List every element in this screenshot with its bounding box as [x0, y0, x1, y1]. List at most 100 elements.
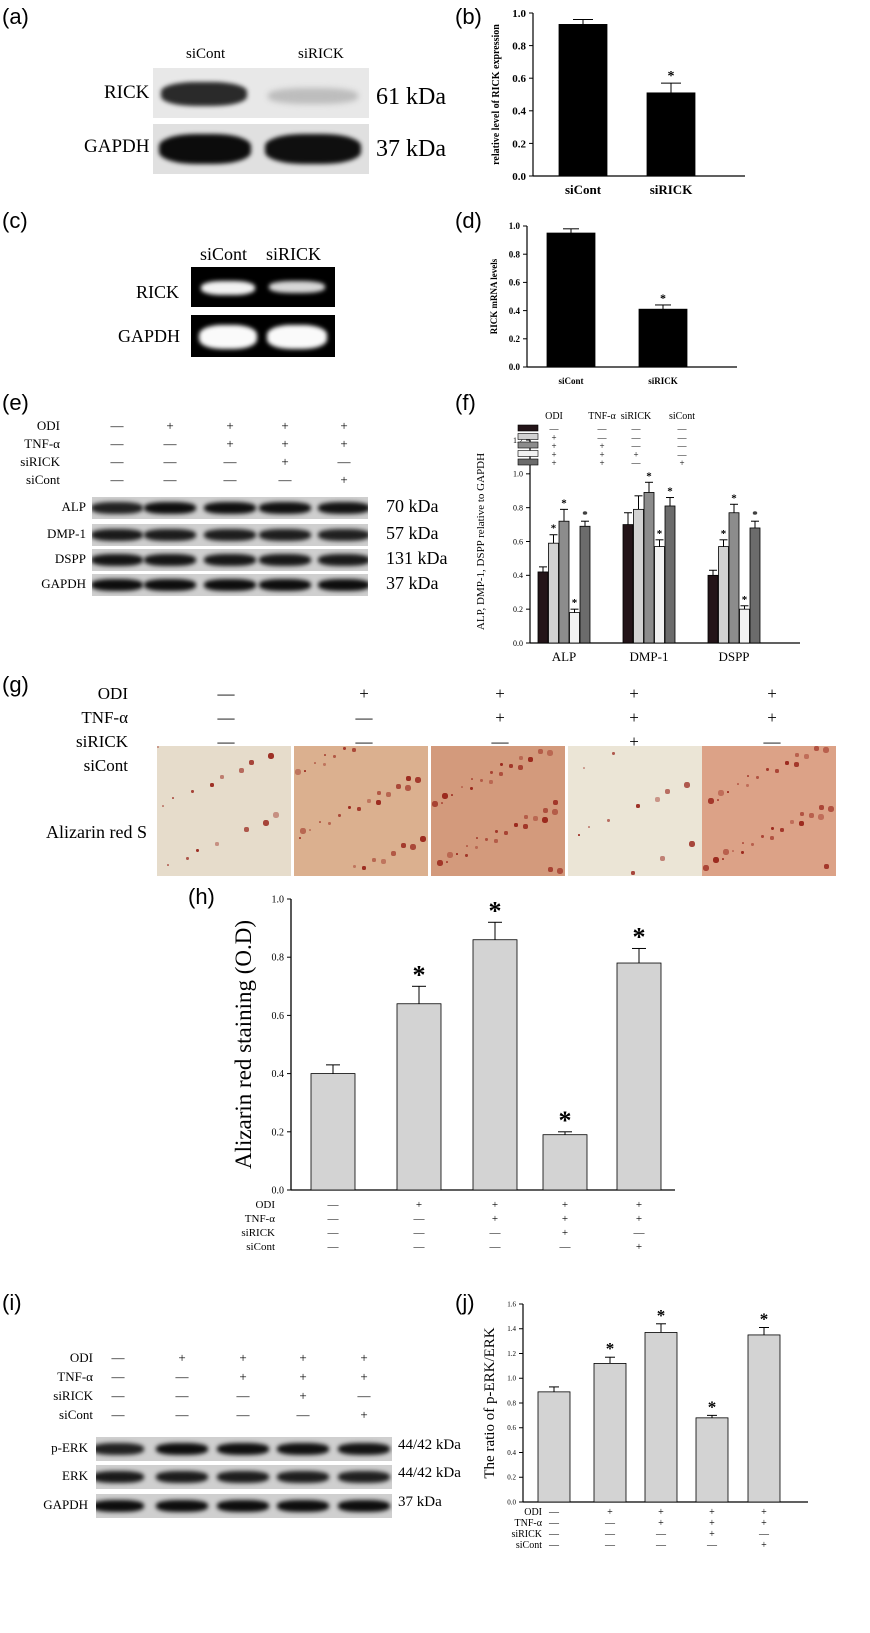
panel-i-condition-mark: — [357, 1388, 371, 1403]
stain-spot [741, 851, 744, 854]
chart-h-condition-name: TNF-α [245, 1213, 275, 1225]
panel-e-kda-label: 37 kDa [386, 573, 439, 593]
panel-i-kda-label: 44/42 kDa [398, 1465, 461, 1481]
alizarin-stain-image [702, 746, 836, 876]
alizarin-stain-image [568, 746, 702, 876]
panel-g-condition-mark: — [217, 708, 235, 727]
panel-e-condition-name: ODI [36, 418, 60, 433]
chart-f-bar [633, 508, 644, 644]
chart-j-condition-mark: — [604, 1518, 616, 1529]
chart-f-legend-mark: + [599, 458, 604, 468]
chart-j-condition-name: siRICK [511, 1529, 542, 1540]
chart-d-category-label: siCont [558, 376, 583, 386]
stain-spot [377, 791, 381, 795]
stain-spot [553, 800, 558, 805]
lane-label-sirick: siRICK [298, 46, 344, 62]
stain-spot [722, 858, 724, 860]
chart-f-bar [664, 505, 676, 644]
chart-j-condition-mark: — [548, 1540, 560, 1551]
chart-j-significance: * [606, 1339, 615, 1358]
chart-h-ytick-label: 1.0 [272, 895, 285, 906]
chart-j-condition-mark: — [548, 1518, 560, 1529]
chart-f-bar [707, 574, 719, 644]
panel-i-condition-mark: + [360, 1407, 368, 1422]
panel-e-condition-mark: — [110, 472, 124, 487]
panel-e-blot-strip [92, 497, 368, 519]
chart-f-bar [579, 525, 591, 644]
panel-g-condition-name: siCont [83, 756, 128, 775]
western-blot-rick [153, 68, 369, 118]
stain-spot [814, 746, 819, 751]
panel-i-condition-mark: + [299, 1388, 307, 1403]
stain-spot [338, 814, 341, 817]
stain-spot [268, 753, 274, 759]
stain-spot [751, 843, 754, 846]
stain-spot [824, 864, 829, 869]
chart-d-category-label: siRICK [648, 376, 678, 386]
stain-spot [727, 791, 729, 793]
stain-spot [523, 824, 528, 829]
panel-i-band [277, 1500, 329, 1512]
stain-spot [172, 797, 174, 799]
panel-g-condition-mark: — [355, 708, 373, 727]
panel-e-condition-mark: + [226, 436, 234, 451]
panel-g-condition-name: siRICK [76, 732, 128, 751]
stain-spot [607, 819, 610, 822]
chart-h-condition-mark: + [562, 1213, 568, 1225]
stain-spot [244, 827, 249, 832]
gel-row-label-gapdh: GAPDH [118, 326, 181, 346]
chart-f-legend-mark: + [551, 433, 556, 443]
panel-e-band [92, 554, 143, 566]
chart-f-significance: * [646, 470, 652, 482]
chart-f-bar [622, 524, 634, 644]
chart-j-condition-mark: — [548, 1507, 560, 1518]
stain-spot [446, 861, 448, 863]
chart-b-ylabel: relative level of RICK expression [491, 24, 502, 165]
stain-spot [514, 823, 518, 827]
panel-e-condition-mark: — [163, 472, 177, 487]
chart-j-condition-mark: + [761, 1518, 767, 1529]
stain-spot [794, 762, 799, 767]
stain-spot [314, 762, 316, 764]
stain-spot [533, 816, 538, 821]
panel-g-condition-name: ODI [97, 684, 128, 703]
panel-e-condition-mark: + [166, 418, 174, 433]
stain-spot [528, 757, 533, 762]
chart-h-condition-mark: + [492, 1213, 498, 1225]
chart-f-legend-mark: + [551, 450, 556, 460]
panel-e-condition-mark: — [110, 418, 124, 433]
panel-c-label: (c) [2, 208, 28, 233]
lane-label-sicont: siCont [186, 46, 226, 62]
panel-h-label: (h) [188, 884, 215, 909]
chart-d-ylabel: RICK mRNA levels [489, 258, 499, 334]
chart-f-legend-mark: + [633, 450, 638, 460]
stain-spot [471, 778, 473, 780]
stain-spot [381, 859, 386, 864]
stain-spot [210, 783, 214, 787]
chart-j-bar [644, 1332, 678, 1503]
chart-h-condition-mark: + [562, 1199, 568, 1211]
blot-row-label-gapdh: GAPDH [84, 136, 150, 157]
chart-f-legend-mark: + [679, 458, 684, 468]
chart-h-bar [542, 1134, 588, 1191]
stain-spot [415, 777, 421, 783]
chart-f-legend-mark: + [551, 441, 556, 451]
panel-e-kda-label: 57 kDa [386, 523, 439, 543]
stain-spot [273, 812, 279, 818]
chart-j-bar [747, 1334, 781, 1503]
panel-i-condition-mark: — [111, 1350, 125, 1365]
stain-spot [800, 812, 804, 816]
panel-g-condition-mark: + [629, 732, 639, 751]
stain-spot [708, 798, 714, 804]
stain-spot [362, 866, 366, 870]
chart-h-condition-mark: — [489, 1241, 502, 1253]
stain-spot [548, 867, 553, 872]
stain-spot [162, 805, 164, 807]
chart-j: 0.0 0.2 0.4 0.6 0.8 1.0 1.2 1.4 1.6 The ratio of … [482, 1300, 808, 1551]
panel-i-kda-label: 37 kDa [398, 1494, 442, 1510]
stain-spot [542, 817, 548, 823]
stain-spot [372, 858, 376, 862]
panel-i-condition-mark: — [175, 1369, 189, 1384]
chart-f-legend-mark: — [631, 424, 642, 434]
stain-spot [703, 865, 709, 871]
